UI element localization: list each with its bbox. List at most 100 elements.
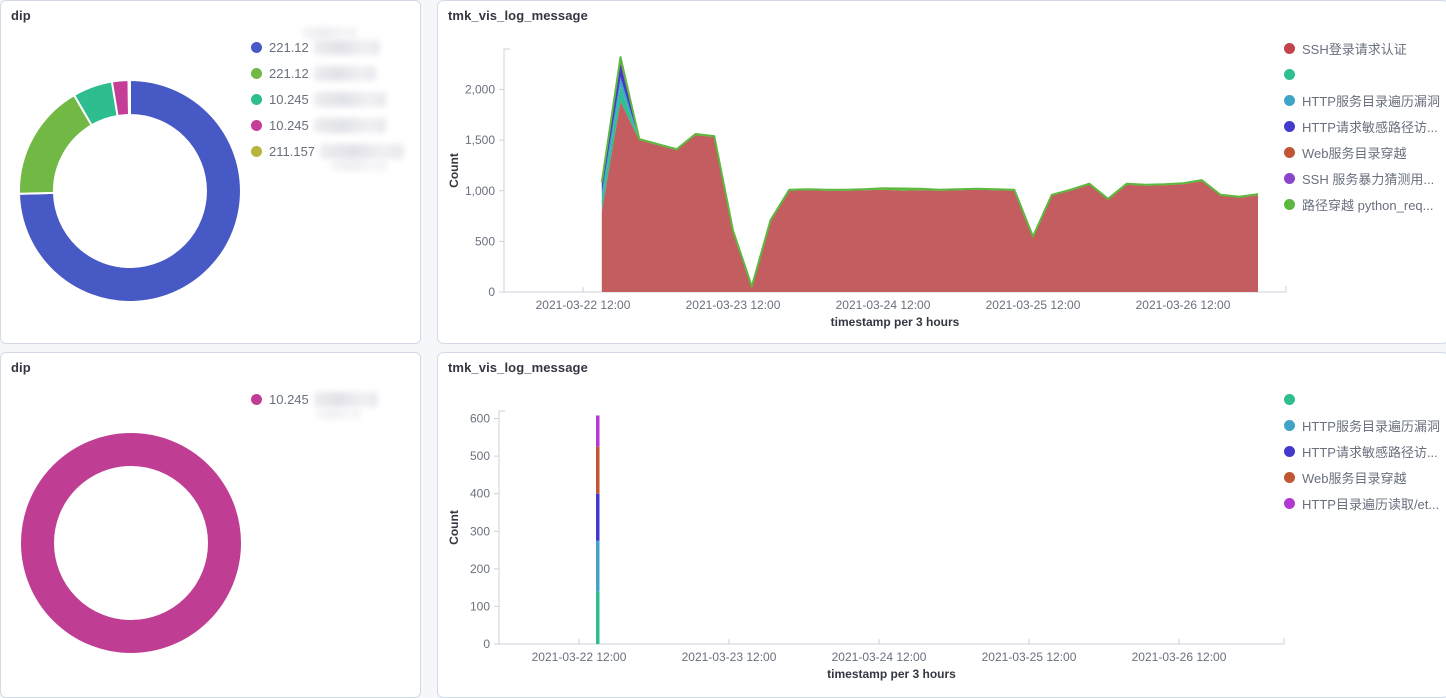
legend-swatch-icon [1284, 68, 1295, 80]
redacted-blob [303, 27, 357, 39]
axis-frame [498, 410, 1285, 645]
legend-item[interactable]: SSH登录请求认证 [1284, 35, 1440, 61]
legend-swatch-icon [251, 393, 262, 405]
legend-label: 路径穿越 python_req... [1302, 197, 1434, 213]
redacted-blob [313, 391, 378, 407]
redacted-blob [313, 91, 386, 107]
donut-slice[interactable] [17, 78, 242, 303]
legend-item[interactable]: Web服务目录穿越 [1284, 139, 1440, 165]
area-chart: 0 100 200 300 400 500 600 2021-03-22 12:00 2021-… [447, 410, 1285, 681]
panel-title: tmk_vis_log_message [448, 360, 588, 375]
redacted-blob [313, 65, 376, 81]
x-tick-label: 2021-03-23 12:00 [686, 298, 781, 312]
x-tick-label: 2021-03-25 12:00 [986, 298, 1081, 312]
x-axis-title: timestamp per 3 hours [831, 315, 960, 329]
area-chart: 0 500 1,000 1,500 2,000 2021-03-22 12:00 2021-… [447, 48, 1287, 329]
x-axis-title: timestamp per 3 hours [827, 667, 956, 681]
area-series-spike[interactable] [596, 591, 600, 644]
y-tick-label: 300 [470, 524, 490, 538]
legend-label: 211.157 [269, 143, 316, 159]
y-tick-label: 200 [470, 562, 490, 576]
x-tick-label: 2021-03-25 12:00 [982, 650, 1077, 664]
y-tick-label: 600 [470, 412, 490, 426]
legend-label: 10.245 [269, 391, 309, 407]
legend-swatch-icon [1284, 42, 1295, 54]
legend-item[interactable]: HTTP目录遍历读取/et... [1284, 490, 1440, 516]
legend: SSH登录请求认证 HTTP服务目录遍历漏洞 HTTP请求敏感路径访... Web服务… [1284, 35, 1440, 217]
legend-swatch-icon [251, 145, 262, 157]
legend-item[interactable]: 10.245 [251, 86, 404, 112]
legend-swatch-icon [1284, 445, 1295, 457]
legend-item[interactable]: Web服务目录穿越 [1284, 464, 1440, 490]
redacted-blob [320, 143, 405, 159]
legend-label: HTTP服务目录遍历漏洞 [1302, 93, 1440, 109]
donut-slice[interactable] [17, 93, 94, 195]
redacted-blob [331, 159, 387, 171]
legend-item[interactable]: HTTP请求敏感路径访... [1284, 438, 1440, 464]
redacted-blob [313, 117, 386, 133]
legend-item[interactable] [1284, 61, 1440, 87]
legend: 221.12 221.12 10.245 10.245 211.157 [251, 34, 405, 164]
legend-label: HTTP请求敏感路径访... [1302, 119, 1438, 135]
donut-chart [17, 78, 242, 303]
stack-outline [600, 56, 1259, 288]
area-series[interactable] [601, 101, 1258, 292]
area-series-spike[interactable] [596, 493, 600, 541]
area-series-spike[interactable] [596, 540, 600, 592]
legend-swatch-icon [251, 67, 262, 79]
legend-item[interactable]: 10.245 [251, 386, 378, 412]
y-axis-title: Count [447, 153, 461, 188]
legend-swatch-icon [251, 93, 262, 105]
legend: HTTP服务目录遍历漏洞 HTTP请求敏感路径访... Web服务目录穿越 HTTP目… [1284, 386, 1440, 516]
donut-chart [21, 433, 241, 653]
legend-swatch-icon [1284, 471, 1295, 483]
donut-slice[interactable] [21, 433, 241, 653]
panel-area-top-right: tmk_vis_log_message 0 500 1,000 1,500 2,000 2… [437, 0, 1446, 344]
legend-label: HTTP服务目录遍历漏洞 [1302, 418, 1440, 434]
legend-item[interactable]: 221.12 [251, 34, 404, 60]
panel-title: tmk_vis_log_message [448, 8, 588, 23]
y-axis-title: Count [447, 510, 461, 545]
legend-item[interactable]: HTTP服务目录遍历漏洞 [1284, 412, 1440, 438]
legend-swatch-icon [1284, 497, 1295, 509]
legend-swatch-icon [1284, 94, 1295, 106]
panel-area-bottom-right: tmk_vis_log_message 0 100 200 300 400 500 600 2… [437, 352, 1446, 698]
redacted-blob [313, 39, 380, 55]
y-tick-label: 400 [470, 487, 490, 501]
y-tick-label: 2,000 [465, 83, 495, 97]
legend-swatch-icon [1284, 393, 1295, 405]
legend-label: SSH 服务暴力猜测用... [1302, 171, 1435, 187]
legend-item[interactable]: SSH 服务暴力猜测用... [1284, 165, 1440, 191]
legend-label: 221.12 [269, 39, 309, 55]
x-tick-label: 2021-03-24 12:00 [832, 650, 927, 664]
legend-label: 221.12 [269, 65, 309, 81]
legend-swatch-icon [251, 41, 262, 53]
legend-label: 10.245 [269, 117, 309, 133]
area-series-spike[interactable] [596, 446, 600, 494]
legend-item[interactable]: 221.12 [251, 60, 404, 86]
donut-slice[interactable] [127, 78, 131, 117]
legend-swatch-icon [1284, 198, 1295, 210]
legend-item[interactable] [1284, 386, 1440, 412]
x-tick-label: 2021-03-26 12:00 [1136, 298, 1231, 312]
legend-label: Web服务目录穿越 [1302, 145, 1407, 161]
legend-swatch-icon [1284, 120, 1295, 132]
legend-item[interactable]: HTTP请求敏感路径访... [1284, 113, 1440, 139]
panel-donut-bottom-left: dip 10.245 [0, 352, 421, 698]
x-tick-label: 2021-03-23 12:00 [682, 650, 777, 664]
legend-item[interactable]: 10.245 [251, 112, 404, 138]
area-series-spike[interactable] [596, 415, 600, 447]
y-tick-label: 100 [470, 599, 490, 613]
panel-title: dip [11, 360, 31, 375]
x-tick-label: 2021-03-26 12:00 [1132, 650, 1227, 664]
legend-label: Web服务目录穿越 [1302, 470, 1407, 486]
y-tick-label: 1,500 [465, 133, 495, 147]
y-tick-label: 1,000 [465, 184, 495, 198]
y-tick-label: 500 [470, 449, 490, 463]
legend-swatch-icon [251, 119, 262, 131]
legend-item[interactable]: 路径穿越 python_req... [1284, 191, 1440, 217]
legend-item[interactable]: 211.157 [251, 138, 405, 164]
legend-item[interactable]: HTTP服务目录遍历漏洞 [1284, 87, 1440, 113]
x-tick-label: 2021-03-22 12:00 [532, 650, 627, 664]
